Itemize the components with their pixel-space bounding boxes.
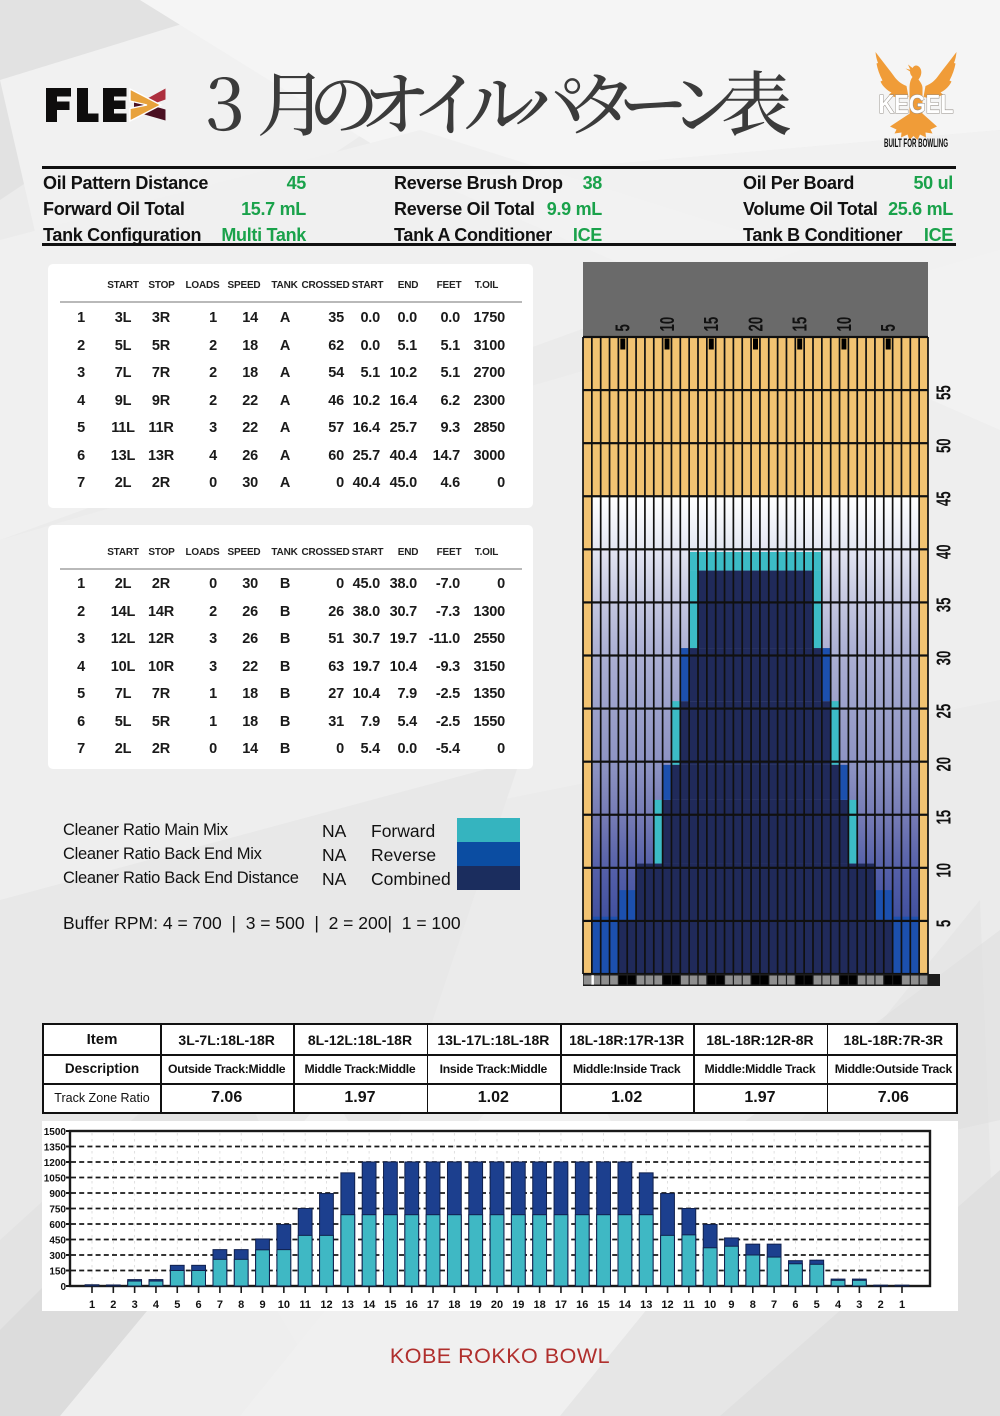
svg-text:300: 300 bbox=[49, 1251, 66, 1262]
svg-text:1: 1 bbox=[89, 1299, 95, 1311]
svg-text:150: 150 bbox=[49, 1267, 66, 1278]
svg-text:15: 15 bbox=[933, 810, 955, 825]
svg-text:7: 7 bbox=[217, 1299, 223, 1311]
svg-text:15: 15 bbox=[597, 1299, 609, 1311]
svg-text:45: 45 bbox=[933, 491, 955, 506]
svg-text:9: 9 bbox=[259, 1299, 265, 1311]
svg-text:1350: 1350 bbox=[44, 1143, 67, 1154]
svg-text:10: 10 bbox=[656, 317, 678, 332]
svg-text:30: 30 bbox=[933, 651, 955, 666]
svg-text:1050: 1050 bbox=[44, 1174, 67, 1185]
svg-text:7: 7 bbox=[771, 1299, 777, 1311]
svg-text:600: 600 bbox=[49, 1220, 66, 1231]
svg-text:17: 17 bbox=[427, 1299, 439, 1311]
svg-text:19: 19 bbox=[512, 1299, 524, 1311]
svg-text:55: 55 bbox=[933, 385, 955, 400]
svg-text:12: 12 bbox=[661, 1299, 673, 1311]
svg-text:KEGEL: KEGEL bbox=[879, 89, 954, 119]
svg-text:4: 4 bbox=[835, 1299, 842, 1311]
svg-text:13: 13 bbox=[640, 1299, 652, 1311]
svg-text:15: 15 bbox=[700, 317, 722, 332]
svg-text:17: 17 bbox=[555, 1299, 567, 1311]
svg-text:15: 15 bbox=[384, 1299, 396, 1311]
svg-text:19: 19 bbox=[470, 1299, 482, 1311]
svg-text:3: 3 bbox=[132, 1299, 138, 1311]
svg-text:12: 12 bbox=[320, 1299, 332, 1311]
svg-text:5: 5 bbox=[877, 324, 899, 331]
svg-text:5: 5 bbox=[174, 1299, 180, 1311]
svg-text:6: 6 bbox=[792, 1299, 798, 1311]
svg-text:6: 6 bbox=[196, 1299, 202, 1311]
svg-text:10: 10 bbox=[278, 1299, 290, 1311]
svg-text:13: 13 bbox=[342, 1299, 354, 1311]
svg-text:11: 11 bbox=[299, 1299, 311, 1311]
svg-text:1500: 1500 bbox=[44, 1127, 67, 1138]
svg-text:8: 8 bbox=[750, 1299, 756, 1311]
svg-text:BUILT FOR BOWLING: BUILT FOR BOWLING bbox=[884, 138, 948, 150]
svg-text:20: 20 bbox=[491, 1299, 503, 1311]
svg-text:18: 18 bbox=[534, 1299, 546, 1311]
svg-text:35: 35 bbox=[933, 598, 955, 613]
svg-text:1200: 1200 bbox=[44, 1158, 67, 1169]
svg-text:25: 25 bbox=[933, 704, 955, 719]
svg-text:10: 10 bbox=[704, 1299, 716, 1311]
svg-text:15: 15 bbox=[789, 317, 811, 332]
svg-text:1: 1 bbox=[899, 1299, 905, 1311]
svg-text:50: 50 bbox=[933, 438, 955, 453]
svg-text:10: 10 bbox=[833, 317, 855, 332]
svg-text:2: 2 bbox=[878, 1299, 884, 1311]
svg-text:8: 8 bbox=[238, 1299, 244, 1311]
svg-text:2: 2 bbox=[110, 1299, 116, 1311]
svg-text:16: 16 bbox=[406, 1299, 418, 1311]
svg-text:450: 450 bbox=[49, 1236, 66, 1247]
svg-text:5: 5 bbox=[933, 920, 955, 927]
svg-text:20: 20 bbox=[745, 317, 767, 332]
svg-text:5: 5 bbox=[814, 1299, 820, 1311]
svg-text:40: 40 bbox=[933, 544, 955, 559]
svg-text:9: 9 bbox=[728, 1299, 734, 1311]
svg-text:20: 20 bbox=[933, 757, 955, 772]
svg-text:18: 18 bbox=[448, 1299, 460, 1311]
svg-text:0: 0 bbox=[60, 1282, 66, 1293]
svg-text:16: 16 bbox=[576, 1299, 588, 1311]
svg-text:3: 3 bbox=[856, 1299, 862, 1311]
svg-text:900: 900 bbox=[49, 1189, 66, 1200]
svg-text:750: 750 bbox=[49, 1205, 66, 1216]
svg-text:5: 5 bbox=[612, 324, 634, 331]
svg-text:14: 14 bbox=[363, 1299, 376, 1311]
svg-text:4: 4 bbox=[153, 1299, 160, 1311]
svg-text:14: 14 bbox=[619, 1299, 632, 1311]
svg-text:10: 10 bbox=[933, 863, 955, 878]
svg-text:11: 11 bbox=[683, 1299, 695, 1311]
